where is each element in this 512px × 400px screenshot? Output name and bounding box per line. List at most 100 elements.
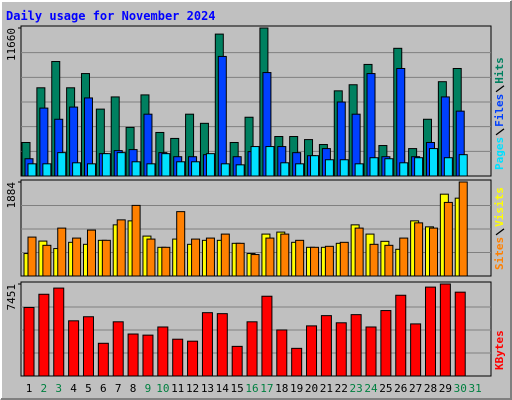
x-tick-label: 23 <box>350 382 363 395</box>
bar <box>235 164 245 177</box>
bar <box>101 239 111 277</box>
x-tick-label: 16 <box>245 382 258 395</box>
bar <box>291 347 303 377</box>
bar <box>339 241 349 277</box>
bar <box>235 242 245 277</box>
x-tick-label: 4 <box>70 382 77 395</box>
bar <box>265 146 275 177</box>
bar <box>142 334 154 377</box>
x-tick-label: 19 <box>290 382 303 395</box>
bar <box>306 325 318 377</box>
bar <box>250 254 260 277</box>
legend-label: Pages <box>493 137 506 170</box>
bar <box>380 310 392 377</box>
x-tick-label: 26 <box>394 382 407 395</box>
bar <box>57 227 67 277</box>
x-tick-label: 5 <box>85 382 92 395</box>
bar <box>320 315 332 377</box>
bar <box>27 163 37 177</box>
x-tick-label: 3 <box>55 382 62 395</box>
bar <box>216 313 228 377</box>
x-tick-label: 20 <box>305 382 318 395</box>
bar <box>458 181 468 277</box>
bar <box>396 67 406 177</box>
chart-title: Daily usage for November 2024 <box>6 9 216 23</box>
x-tick-label: 6 <box>100 382 107 395</box>
bar <box>261 295 273 377</box>
bar <box>220 163 230 177</box>
bar <box>127 333 139 377</box>
bar <box>439 283 451 377</box>
x-tick-label: 28 <box>424 382 437 395</box>
bar <box>454 291 466 377</box>
x-tick-label: 12 <box>186 382 199 395</box>
bar <box>310 155 320 177</box>
x-tick-label: 17 <box>260 382 273 395</box>
bar <box>350 314 362 377</box>
legend-label: KBytes <box>493 330 506 370</box>
bar <box>399 162 409 177</box>
bar <box>265 237 275 277</box>
bar <box>220 233 230 277</box>
bar <box>410 323 422 377</box>
bar <box>112 321 124 377</box>
x-tick-label: 13 <box>201 382 214 395</box>
bar <box>250 146 260 177</box>
bar <box>365 326 377 377</box>
bar <box>384 158 394 177</box>
legend-label: Hits <box>493 57 506 84</box>
x-tick-label: 31 <box>468 382 481 395</box>
bar <box>428 227 438 277</box>
bar <box>443 157 453 177</box>
bar <box>414 222 424 277</box>
x-tick-label: 11 <box>171 382 184 395</box>
x-tick-label: 27 <box>409 382 422 395</box>
bar <box>57 152 67 177</box>
x-tick-label: 18 <box>275 382 288 395</box>
y-tick-label: 11660 <box>5 28 18 61</box>
legend-label: Files <box>493 94 506 127</box>
bar <box>86 163 96 177</box>
bar <box>72 162 82 177</box>
bar <box>201 312 213 377</box>
bar <box>27 236 37 277</box>
bar <box>399 237 409 277</box>
bar <box>42 163 52 177</box>
legend-separator <box>495 85 505 93</box>
x-tick-label: 14 <box>216 382 230 395</box>
bar <box>161 153 171 177</box>
x-tick-label: 15 <box>231 382 244 395</box>
bar <box>395 294 407 377</box>
x-tick-label: 2 <box>41 382 48 395</box>
bar <box>42 244 52 277</box>
bar <box>246 321 258 377</box>
x-tick-label: 30 <box>454 382 467 395</box>
bar <box>157 326 169 377</box>
bar <box>280 233 290 277</box>
bar <box>428 148 438 177</box>
bar <box>131 161 141 177</box>
bar <box>101 153 111 177</box>
x-tick-label: 7 <box>115 382 122 395</box>
y-tick-label: 7451 <box>5 284 18 311</box>
legend-label: Sites <box>493 237 506 270</box>
bar <box>335 322 347 377</box>
bar <box>53 287 65 377</box>
bar <box>131 204 141 277</box>
bar <box>172 338 184 377</box>
bar <box>231 345 243 377</box>
bar <box>276 329 288 377</box>
bar <box>161 246 171 277</box>
bar <box>354 227 364 277</box>
legend-separator <box>495 128 505 136</box>
bar <box>414 157 424 177</box>
bar <box>176 211 186 277</box>
bar <box>443 201 453 277</box>
bar <box>191 161 201 177</box>
bar <box>354 163 364 177</box>
bar <box>310 246 320 277</box>
x-tick-label: 1 <box>26 382 33 395</box>
bar <box>187 340 199 377</box>
